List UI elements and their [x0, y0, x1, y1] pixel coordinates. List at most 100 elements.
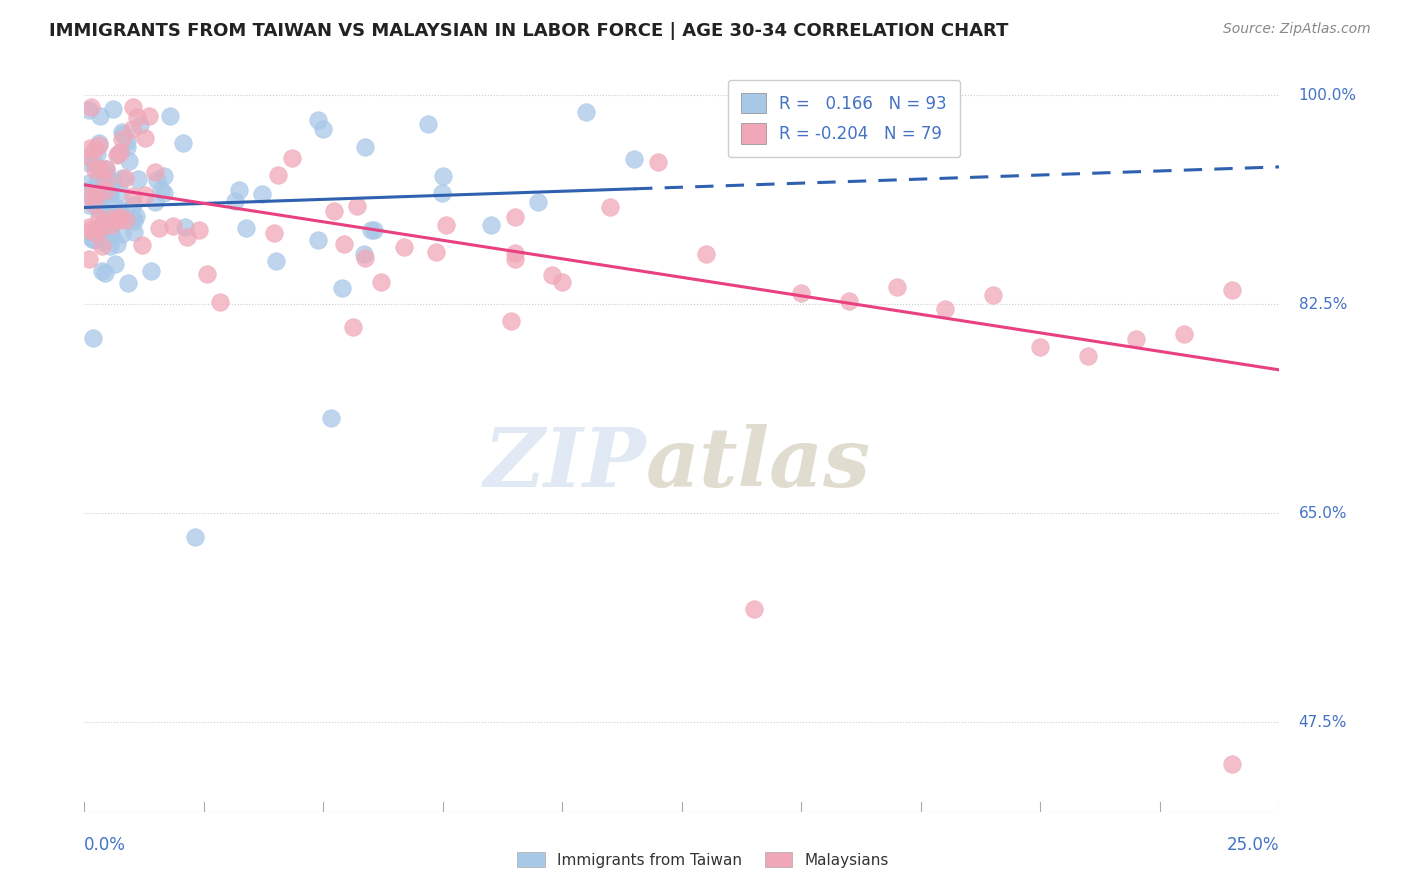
Point	[124, 214, 146, 228]
Point	[107, 147, 129, 161]
Point	[84, 162, 107, 177]
Point	[281, 152, 304, 166]
Point	[104, 257, 127, 271]
Point	[346, 198, 368, 212]
Point	[235, 221, 257, 235]
Point	[183, 530, 205, 544]
Point	[89, 161, 111, 175]
Point	[87, 194, 110, 208]
Point	[90, 264, 112, 278]
Point	[143, 165, 166, 179]
Point	[115, 213, 138, 227]
Point	[117, 154, 139, 169]
Point	[1220, 756, 1243, 771]
Point	[111, 227, 134, 242]
Point	[77, 198, 100, 212]
Point	[108, 210, 131, 224]
Point	[87, 211, 110, 225]
Point	[430, 186, 453, 200]
Point	[77, 103, 100, 118]
Point	[77, 176, 100, 190]
Point	[551, 275, 574, 289]
Point	[87, 138, 110, 153]
Point	[114, 171, 136, 186]
Point	[122, 198, 145, 212]
Point	[527, 195, 550, 210]
Point	[83, 228, 105, 243]
Point	[623, 152, 645, 166]
Point	[77, 150, 100, 164]
Point	[110, 206, 132, 220]
Point	[84, 142, 107, 156]
Point	[195, 267, 218, 281]
Point	[307, 233, 329, 247]
Point	[82, 331, 104, 345]
Point	[89, 199, 111, 213]
Text: 47.5%: 47.5%	[1299, 714, 1347, 730]
Point	[108, 145, 131, 159]
Point	[1173, 327, 1195, 342]
Point	[174, 220, 197, 235]
Point	[77, 252, 100, 266]
Point	[110, 202, 132, 216]
Point	[159, 109, 181, 123]
Point	[111, 131, 134, 145]
Point	[80, 231, 103, 245]
Point	[93, 226, 115, 240]
Point	[111, 127, 134, 141]
Point	[94, 176, 117, 190]
Text: 65.0%: 65.0%	[1299, 506, 1347, 521]
Point	[503, 252, 526, 266]
Point	[98, 186, 121, 201]
Point	[77, 156, 100, 170]
Point	[101, 176, 124, 190]
Point	[108, 185, 131, 199]
Point	[107, 147, 129, 161]
Point	[96, 216, 118, 230]
Point	[1029, 340, 1052, 354]
Point	[224, 194, 246, 208]
Text: 82.5%: 82.5%	[1299, 297, 1347, 311]
Point	[1125, 332, 1147, 346]
Point	[1220, 283, 1243, 297]
Point	[838, 294, 860, 309]
Point	[100, 229, 122, 244]
Point	[128, 118, 150, 132]
Point	[83, 197, 105, 211]
Text: 100.0%: 100.0%	[1299, 87, 1357, 103]
Point	[86, 222, 108, 236]
Point	[479, 219, 502, 233]
Point	[100, 239, 122, 253]
Point	[264, 254, 287, 268]
Point	[103, 103, 125, 117]
Point	[308, 113, 330, 128]
Point	[87, 203, 110, 218]
Point	[98, 186, 121, 201]
Point	[83, 155, 105, 169]
Point	[87, 136, 110, 150]
Point	[1077, 349, 1099, 363]
Point	[127, 172, 149, 186]
Point	[83, 226, 105, 240]
Point	[86, 146, 108, 161]
Point	[434, 219, 457, 233]
Point	[79, 100, 101, 114]
Point	[122, 225, 145, 239]
Point	[981, 288, 1004, 302]
Point	[208, 295, 231, 310]
Point	[121, 122, 143, 136]
Point	[263, 226, 285, 240]
Point	[100, 219, 122, 233]
Point	[117, 277, 139, 291]
Point	[647, 154, 669, 169]
Point	[131, 237, 153, 252]
Point	[425, 245, 447, 260]
Text: Source: ZipAtlas.com: Source: ZipAtlas.com	[1223, 22, 1371, 37]
Point	[84, 187, 107, 202]
Point	[143, 194, 166, 209]
Point	[541, 268, 564, 282]
Point	[103, 199, 125, 213]
Point	[370, 275, 392, 289]
Point	[153, 186, 176, 200]
Point	[122, 100, 145, 114]
